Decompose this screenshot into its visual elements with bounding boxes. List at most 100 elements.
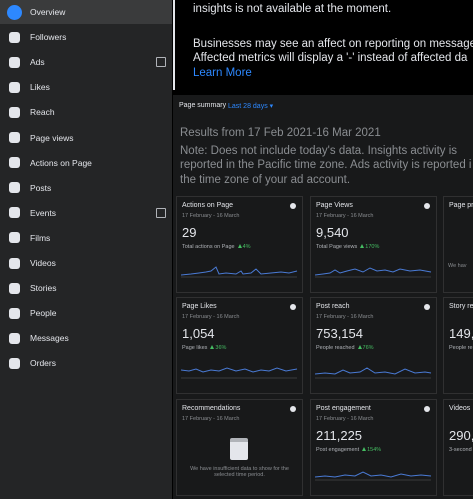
nav-icon xyxy=(7,4,22,20)
card-title: Post reach xyxy=(316,303,350,310)
nav-icon xyxy=(9,207,20,219)
nav-item[interactable]: Ads xyxy=(0,50,172,74)
nav-label[interactable]: Followers xyxy=(30,32,67,43)
nav-item[interactable]: Videos xyxy=(0,251,172,275)
info-icon[interactable] xyxy=(290,304,296,310)
nav-icon xyxy=(9,81,20,93)
metric-card: Story re 149, People re xyxy=(443,297,473,394)
metric-card: Videos 290, 3-second xyxy=(443,399,473,496)
nav-label[interactable]: People xyxy=(30,308,57,319)
sidebar: Overview Followers Ads Likes Reach Page views… xyxy=(0,0,172,499)
nav-item[interactable]: Followers xyxy=(0,25,172,49)
sparkline-path xyxy=(181,367,298,373)
nav-icon xyxy=(9,232,20,244)
nav-item[interactable]: Overview xyxy=(0,0,172,24)
nav-label[interactable]: Likes xyxy=(30,82,50,93)
nav-icon xyxy=(9,182,20,194)
note-line: Note: Does not include today's data. Ins… xyxy=(180,145,458,157)
nav-item[interactable]: People xyxy=(0,301,172,325)
nav-icon xyxy=(9,56,20,68)
nav-item[interactable]: Page views xyxy=(0,126,172,150)
card-date: 17 February - 16 March xyxy=(182,213,240,219)
metric-label: Total Page views xyxy=(316,244,358,250)
metric-label: Total actions on Page xyxy=(182,244,235,250)
nav-item[interactable]: Messages xyxy=(0,326,172,350)
nav-label[interactable]: Posts xyxy=(30,182,52,193)
sparkline-path xyxy=(315,367,432,375)
nav-item[interactable]: Events xyxy=(0,201,172,225)
card-value: 1,054 xyxy=(182,326,215,341)
metric-card: Page Views 17 February - 16 March 9,540 Tot… xyxy=(310,196,437,293)
metric-change: 170% xyxy=(360,244,379,250)
nav-item[interactable]: Stories xyxy=(0,276,172,300)
sparkline-path xyxy=(315,471,432,478)
card-title: Page Views xyxy=(316,202,353,209)
sparkline-path xyxy=(315,267,432,276)
nav-label[interactable]: Overview xyxy=(30,7,66,17)
nav-label[interactable]: Events xyxy=(30,207,56,218)
external-link-icon[interactable] xyxy=(156,57,166,68)
notice-line: Affected metrics will display a '-' inst… xyxy=(193,52,468,64)
card-title: Videos xyxy=(449,405,471,412)
nav-label[interactable]: Orders xyxy=(30,358,56,369)
card-date: 17 February - 16 March xyxy=(316,416,374,422)
nav-item[interactable]: Likes xyxy=(0,75,172,99)
summary-title: Page summary xyxy=(179,102,227,109)
nav-item[interactable]: Orders xyxy=(0,351,172,375)
nav-icon xyxy=(9,132,20,143)
info-icon[interactable] xyxy=(290,203,296,209)
range-selector[interactable]: Last 28 days ▾ xyxy=(228,103,274,110)
card-metric: People re xyxy=(449,345,473,351)
metric-card: Page Likes 17 February - 16 March 1,054 Pag… xyxy=(176,297,303,394)
nav-item[interactable]: Films xyxy=(0,226,172,250)
nav-label[interactable]: Stories xyxy=(30,283,57,294)
external-link-icon[interactable] xyxy=(156,207,166,218)
card-date: 17 February - 16 March xyxy=(316,213,374,219)
card-title: Actions on Page xyxy=(182,202,233,209)
notice-banner: insights is not available at the moment.… xyxy=(173,0,473,90)
info-icon[interactable] xyxy=(290,406,296,412)
metric-card: Recommendations 17 February - 16 March We … xyxy=(176,399,303,496)
card-value: 29 xyxy=(182,225,197,240)
nav-label[interactable]: Videos xyxy=(30,258,56,268)
nav-label[interactable]: Actions on Page xyxy=(30,157,92,168)
nav-icon xyxy=(9,282,20,294)
card-metric: 3-second xyxy=(449,447,472,453)
nav-label[interactable]: Page views xyxy=(30,132,74,143)
metric-change: 154% xyxy=(362,447,381,453)
nav-item[interactable]: Reach xyxy=(0,100,172,124)
results-text: Results from 17 Feb 2021-16 Mar 2021 xyxy=(180,127,381,139)
note-line: reported in the Pacific time zone. Ads a… xyxy=(180,159,472,171)
nav-icon xyxy=(9,106,20,118)
range-label[interactable]: Last 28 days xyxy=(228,103,268,110)
nav-icon xyxy=(9,357,20,369)
nav-label[interactable]: Reach xyxy=(30,107,55,118)
nav-label[interactable]: Messages xyxy=(30,333,69,344)
info-icon[interactable] xyxy=(424,203,430,209)
card-title: Page Likes xyxy=(182,303,217,310)
info-icon[interactable] xyxy=(424,304,430,310)
note-line: the time zone of your ad account. xyxy=(180,174,351,186)
nav-icon xyxy=(9,332,20,344)
card-value: 753,154 xyxy=(316,326,363,341)
notice-line: insights is not available at the moment. xyxy=(193,3,392,15)
nav-item[interactable]: Posts xyxy=(0,176,172,200)
metric-label: 3-second xyxy=(449,447,472,453)
nav-label[interactable]: Films xyxy=(30,232,51,243)
sparkline-path xyxy=(181,266,298,276)
calendar-icon xyxy=(230,438,248,460)
nav-label[interactable]: Ads xyxy=(30,57,45,68)
nav-item[interactable]: Actions on Page xyxy=(0,151,172,175)
card-value: 9,540 xyxy=(316,225,349,240)
sparkline xyxy=(181,266,298,278)
card-metric: Post engagement 154% xyxy=(316,447,381,453)
nav-icon xyxy=(9,157,20,169)
metric-label: Page likes xyxy=(182,345,208,351)
sparkline xyxy=(315,267,432,278)
info-icon[interactable] xyxy=(424,406,430,412)
notice-line: Businesses may see an affect on reportin… xyxy=(193,38,473,50)
insufficient-data-message: We have insufficient data to show for th… xyxy=(190,466,289,478)
learn-more-link[interactable]: Learn More xyxy=(193,67,252,79)
card-metric: Page likes 36% xyxy=(182,345,226,351)
